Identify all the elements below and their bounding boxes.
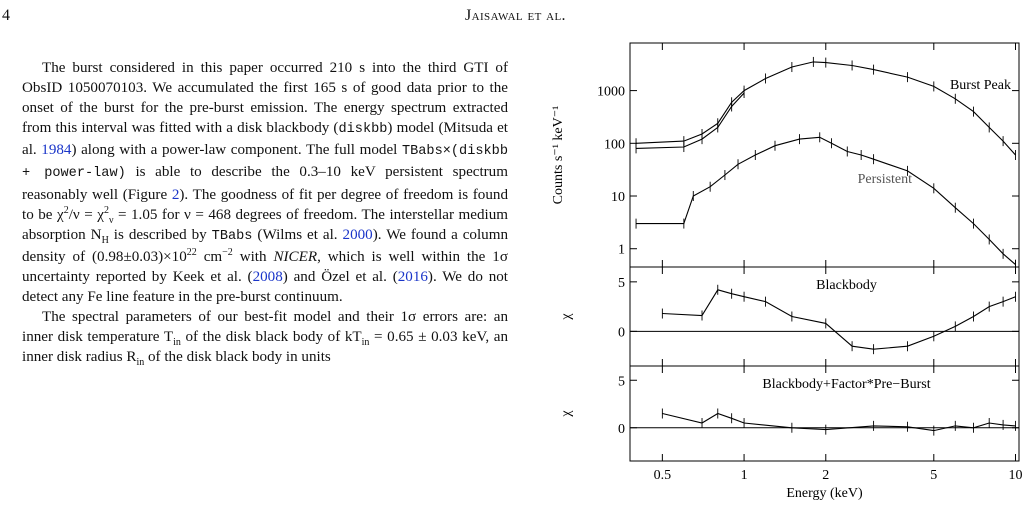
text-run: ) along with a power-law component. The … [71, 142, 402, 159]
text-run: ). We do not detect any Fe line feature … [22, 268, 509, 306]
body-column: The burst considered in this paper occur… [22, 58, 508, 369]
superscript: −2 [222, 246, 233, 258]
y-tick-label: 0 [618, 422, 625, 437]
x-axis-label: Energy (keV) [786, 486, 863, 501]
code-diskbb: diskbb [338, 122, 388, 138]
panel-annotation: Blackbody+Factor*Pre−Burst [762, 377, 930, 392]
text-run: = 1.05 for ν = 468 degrees of freedom. T… [22, 206, 508, 243]
text-run: , which is well within the 1σ uncertaint… [22, 248, 508, 285]
subscript: H [101, 234, 109, 246]
running-head: Jaisawal et al. [465, 7, 566, 24]
text-run: is able to describe the 0.3–10 keV persi… [22, 164, 508, 203]
subscript: in [136, 357, 145, 369]
y-tick-label: 1 [618, 243, 625, 258]
code-tbabs: TBabs [211, 228, 253, 244]
series-line-2 [635, 92, 745, 149]
superscript: 2 [63, 204, 69, 216]
x-tick-label: 2 [822, 468, 829, 483]
text-run: is described by [108, 226, 212, 243]
paragraph-1: The burst considered in this paper occur… [22, 58, 508, 307]
text-run: cm [196, 248, 223, 265]
subscript: in [361, 337, 370, 349]
x-tick-label: 10 [1009, 468, 1023, 483]
mission-name: NICER [273, 248, 318, 265]
text-run: ) model (Mitsuda et al. [22, 120, 508, 159]
text-run: ) and Özel et al. ( [282, 268, 398, 285]
y-tick-label: 10 [611, 190, 625, 205]
text-run: /ν = χ [68, 206, 104, 223]
subscript: in [173, 337, 181, 349]
y-axis-label: χ [559, 410, 574, 418]
panel-frame [629, 42, 1020, 268]
text-run: The burst considered in this paper occur… [22, 60, 508, 137]
text-run: of the disk black body of kT [180, 329, 362, 346]
series-line-1 [635, 61, 1016, 156]
paragraph-2: The spectral parameters of our best-fit … [22, 307, 508, 369]
figure-link[interactable]: 2 [171, 186, 180, 203]
citation-link[interactable]: 2008 [252, 268, 283, 285]
panel-annotation: Burst Peak [950, 78, 1011, 93]
superscript: 2 [103, 204, 109, 216]
panel-annotation: Persistent [858, 172, 913, 187]
x-tick-label: 5 [930, 468, 937, 483]
x-tick-label: 1 [741, 468, 748, 483]
text-run: ). The goodness of fit per degree of fre… [22, 186, 508, 223]
text-run: The spectral parameters of our best-fit … [22, 309, 508, 346]
y-tick-label: 5 [618, 276, 625, 291]
y-tick-label: 100 [604, 137, 625, 152]
y-tick-label: 5 [618, 374, 625, 389]
y-tick-label: 1000 [597, 85, 625, 100]
citation-link[interactable]: 1984 [41, 142, 72, 159]
text-run: with [232, 248, 274, 265]
y-tick-label: 0 [618, 325, 625, 340]
text-run: = 0.65 ± 0.03 keV, an inner disk radius … [22, 329, 508, 366]
superscript: 22 [186, 246, 197, 258]
panel-frame [629, 365, 1020, 462]
panel-annotation: Blackbody [816, 278, 877, 293]
citation-link[interactable]: 2016 [397, 268, 428, 285]
text-run: of the disk black body in units [144, 349, 331, 366]
code-model: TBabs×(diskbb + power-law) [22, 144, 508, 182]
citation-link[interactable]: 2000 [342, 226, 373, 243]
page-number: 4 [2, 7, 10, 24]
y-axis-label: χ [559, 313, 574, 321]
series-line-1 [662, 289, 1016, 350]
text-run: (Wilms et al. [252, 226, 343, 243]
spectrum-figure: 1 10 100 1000 Counts s⁻¹ keV⁻¹ Burst Peak Pers… [548, 35, 1031, 513]
y-axis-label: Counts s⁻¹ keV⁻¹ [551, 106, 566, 205]
subscript: ν [108, 214, 114, 226]
x-tick-label: 0.5 [654, 468, 672, 483]
text-run: ). We found a column density of (0.98±0.… [22, 226, 509, 265]
